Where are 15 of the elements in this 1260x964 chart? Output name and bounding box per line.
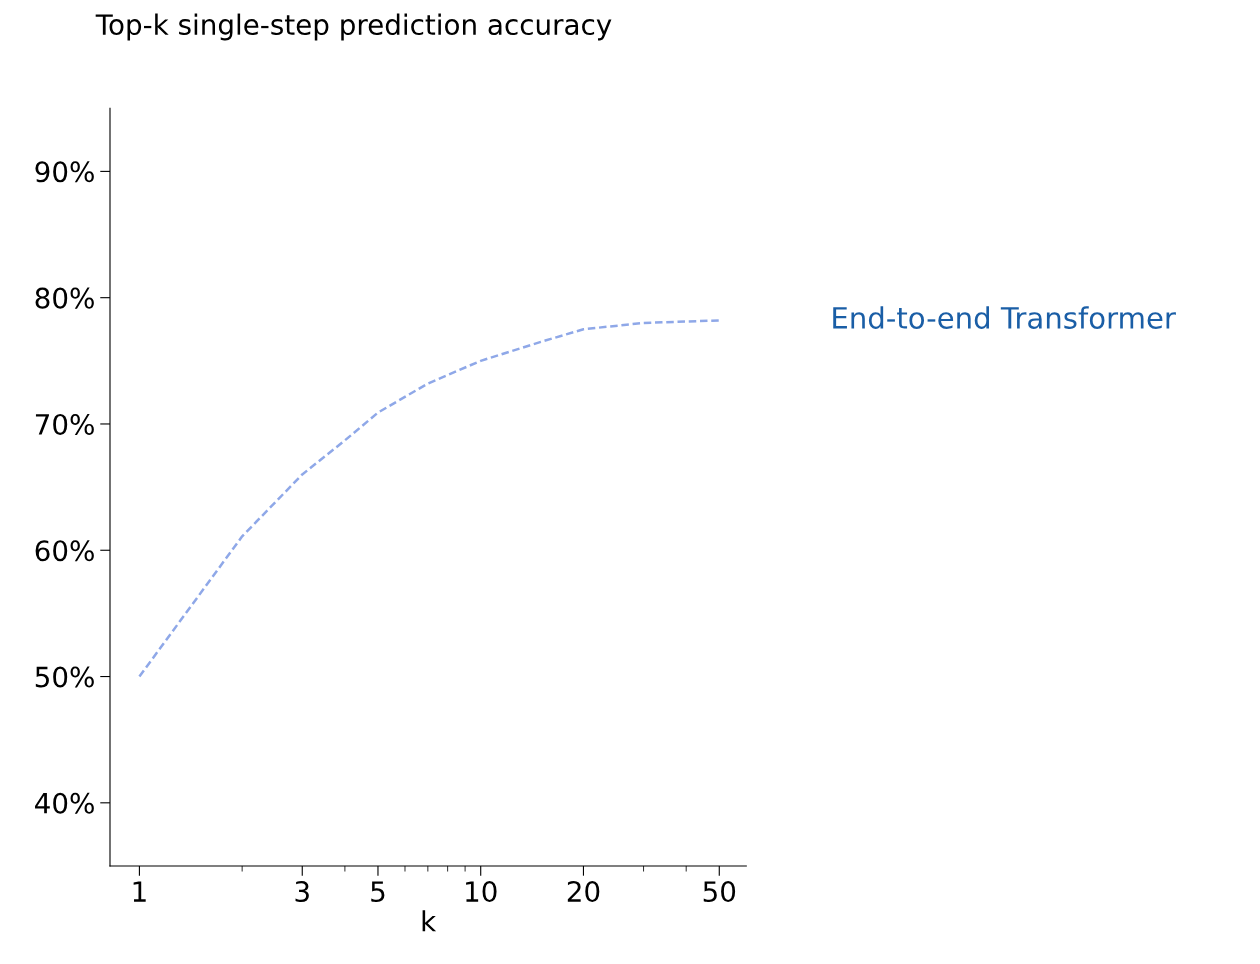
y-tick-label: 50%: [35, 666, 94, 688]
x-tick-label: 10: [466, 881, 497, 903]
x-tick-label: 50: [703, 881, 736, 903]
x-tick-label: 3: [295, 881, 309, 903]
x-tick-label: 1: [133, 881, 146, 902]
x-tick-label: 20: [567, 881, 600, 903]
x-tick-label: 5: [371, 881, 385, 903]
text: End-to-end Transformer: [833, 306, 1176, 329]
chart-title: Top-k single-step prediction accuracy: [95, 13, 612, 41]
y-tick-label: 60%: [35, 540, 94, 562]
y-tick-label: 70%: [35, 413, 94, 435]
y-tick-label: 90%: [35, 161, 94, 183]
y-tick-label: 80%: [35, 287, 94, 309]
x-axis-title: k: [422, 910, 437, 932]
y-tick-label: 40%: [35, 792, 94, 814]
